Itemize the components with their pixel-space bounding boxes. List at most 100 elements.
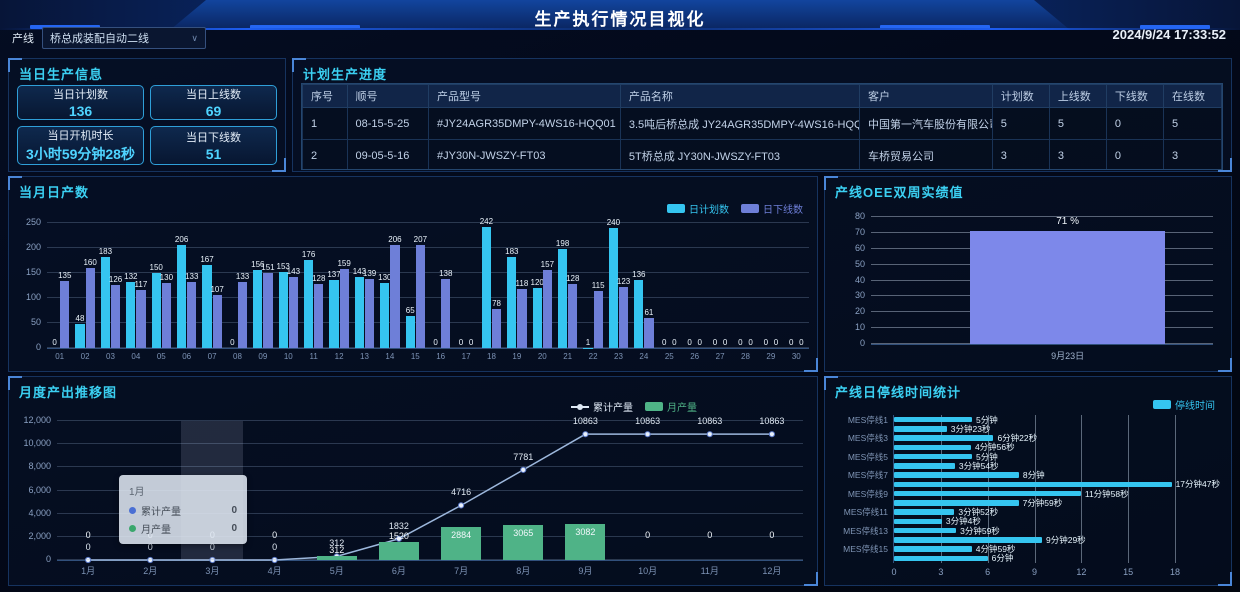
y-tick-label: 250	[25, 217, 41, 227]
bar-日下线数-09[interactable]	[263, 272, 273, 348]
stat-value: 3小时59分钟28秒	[26, 146, 135, 162]
bar-日计划数-18[interactable]	[481, 227, 491, 348]
bar-value-label: 137	[327, 269, 341, 279]
bar-日计划数-09[interactable]	[253, 270, 263, 348]
table-row[interactable]: 2 09-05-5-16 #JY30N-JWSZY-FT03 5T桥总成 JY30N-…	[302, 139, 1222, 169]
month-bar-8月[interactable]	[503, 524, 544, 560]
stop-bar-1[interactable]	[894, 416, 973, 423]
bar-value-label: 3分钟54秒	[958, 460, 999, 471]
table-row[interactable]: 1 08-15-5-25 #JY24AGR35DMPY-4WS16-HQQ01 3.5…	[302, 107, 1222, 140]
legend-item-plan[interactable]: 日计划数	[667, 201, 729, 216]
bar-wrap: 151	[261, 223, 275, 348]
stat-value: 136	[68, 103, 93, 119]
bar-日计划数-03[interactable]	[100, 256, 110, 348]
stop-bar-15[interactable]	[894, 546, 972, 552]
bar-日计划数-04[interactable]	[126, 282, 136, 348]
bar-日计划数-19[interactable]	[507, 256, 517, 348]
stop-bar-6[interactable]	[894, 463, 955, 469]
bar-日下线数-23[interactable]	[618, 286, 629, 348]
bar-日计划数-11[interactable]	[304, 260, 314, 348]
bar-group-day-29: 0 0 29	[758, 223, 783, 361]
table-cell: 2	[302, 139, 348, 169]
stop-bar-14[interactable]	[894, 537, 1042, 543]
monthly-chart-legend: 累计产量 月产量	[571, 399, 697, 414]
bar-日计划数-02[interactable]	[75, 324, 85, 348]
bar-日计划数-05[interactable]	[151, 273, 161, 348]
bar-日下线数-14[interactable]	[390, 245, 400, 348]
stop-bar-row: 6分钟	[894, 553, 1175, 563]
stop-bar-11[interactable]	[894, 509, 955, 515]
plan-table[interactable]: 序号 顺号 产品型号 产品名称 客户 计划数 上线数 下线数 在线数 1 08-15-5-25 #J…	[301, 83, 1223, 170]
tooltip-series-dot	[129, 507, 136, 514]
stop-bar-5[interactable]	[894, 453, 973, 460]
bar-日计划数-12[interactable]	[329, 279, 339, 348]
bar-日计划数-22[interactable]	[583, 347, 593, 348]
table-header-cell: 上线数	[1048, 84, 1107, 108]
bar-日下线数-06[interactable]	[187, 281, 197, 348]
bar-日计划数-14[interactable]	[380, 283, 390, 348]
bar-value-label: 78	[492, 299, 501, 308]
bar-日下线数-20[interactable]	[542, 269, 552, 348]
bar-日下线数-05[interactable]	[161, 283, 171, 348]
bar-日下线数-13[interactable]	[364, 278, 375, 348]
plan-table-body: 1 08-15-5-25 #JY24AGR35DMPY-4WS16-HQQ01 3.5…	[302, 107, 1222, 169]
bar-日下线数-18[interactable]	[491, 309, 502, 348]
oee-bar[interactable]	[970, 231, 1166, 344]
stop-bar-9[interactable]	[894, 490, 1081, 497]
bar-日下线数-19[interactable]	[517, 289, 527, 348]
month-bar-5月[interactable]	[316, 556, 357, 560]
stop-bar-12[interactable]	[894, 518, 942, 525]
bar-日下线数-22[interactable]	[593, 290, 603, 348]
bar-日计划数-24[interactable]	[634, 280, 644, 348]
stop-bar-4[interactable]	[894, 444, 971, 451]
bar-日下线数-07[interactable]	[212, 294, 222, 348]
bar-日下线数-16[interactable]	[441, 279, 451, 348]
stop-bar-2[interactable]	[894, 426, 947, 432]
stop-bar-7[interactable]	[894, 472, 1019, 478]
bar-日下线数-15[interactable]	[415, 244, 425, 348]
bar-日下线数-02[interactable]	[85, 268, 95, 348]
bar-日下线数-04[interactable]	[136, 289, 146, 348]
bar-日下线数-11[interactable]	[314, 284, 324, 348]
bar-value-label: 139	[362, 268, 377, 278]
bar-日计划数-15[interactable]	[405, 315, 415, 348]
bar-wrap: 0	[456, 223, 465, 348]
line-value-label: 10863	[759, 416, 785, 427]
legend-item-stoptime[interactable]: 停线时间	[1153, 397, 1215, 412]
stop-bar-row: 9分钟29秒	[894, 535, 1175, 545]
line-select[interactable]: 桥总成装配自动二线 ∨	[42, 27, 206, 49]
bar-wrap: 198	[556, 223, 569, 348]
stop-bar-row: 3分钟52秒 MES停线11	[844, 507, 1175, 517]
legend-item-monthly[interactable]: 月产量	[645, 399, 697, 414]
bar-日计划数-20[interactable]	[532, 288, 542, 348]
month-bar-6月[interactable]	[378, 542, 419, 560]
bar-日下线数-24[interactable]	[644, 317, 654, 348]
bar-value-label: 138	[439, 269, 453, 278]
stop-bar-8[interactable]	[894, 481, 1172, 488]
month-bar-9月[interactable]	[565, 524, 606, 560]
bar-日计划数-23[interactable]	[608, 228, 618, 348]
bar-日下线数-10[interactable]	[288, 276, 298, 348]
legend-item-cumulative[interactable]: 累计产量	[571, 399, 633, 414]
bar-日下线数-03[interactable]	[110, 285, 121, 348]
bar-日计划数-10[interactable]	[278, 271, 288, 348]
bar-日下线数-01[interactable]	[60, 280, 70, 348]
stop-bar-row: 3分钟54秒	[894, 460, 1175, 471]
stop-bar-3[interactable]	[894, 435, 994, 441]
table-header-cell: 客户	[858, 84, 993, 108]
bar-日下线数-12[interactable]	[339, 268, 349, 348]
stop-bar-10[interactable]	[894, 500, 1019, 506]
bar-日计划数-13[interactable]	[354, 276, 364, 348]
legend-item-offline[interactable]: 日下线数	[741, 201, 803, 216]
bar-value-label: 115	[591, 280, 605, 290]
stat-label: 当日下线数	[186, 132, 241, 144]
y-tick-label: 10	[854, 322, 865, 333]
bar-日计划数-07[interactable]	[202, 264, 212, 348]
stop-bar-16[interactable]	[894, 555, 988, 562]
month-bar-7月[interactable]	[441, 526, 482, 560]
bar-日计划数-21[interactable]	[558, 249, 568, 348]
bar-日下线数-08[interactable]	[237, 281, 248, 348]
bar-日计划数-06[interactable]	[177, 245, 187, 348]
bar-日下线数-21[interactable]	[568, 284, 578, 348]
stop-bar-13[interactable]	[894, 527, 957, 534]
